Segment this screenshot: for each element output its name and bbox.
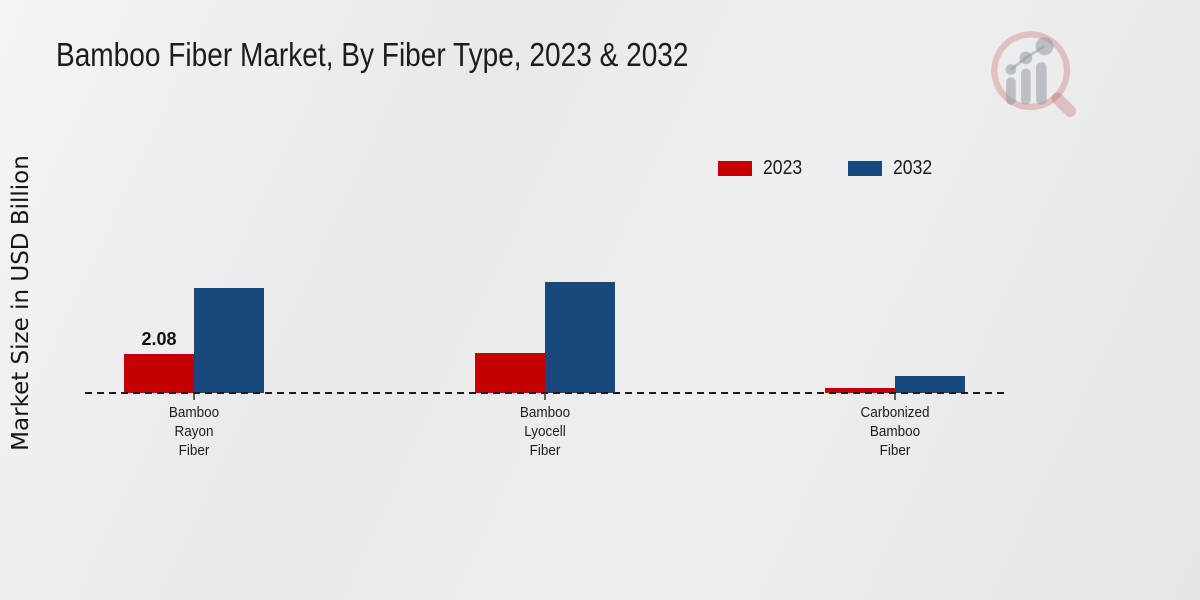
footer-accent-bar [0,587,1200,600]
legend-swatch-2032 [847,161,882,176]
legend-swatch-2023 [718,161,752,176]
legend-item-2023: 2023 [718,157,808,180]
bar-value-label: 2.08 [141,329,177,349]
bar-2023-bamboo-rayon-fiber [124,354,194,393]
legend-item-2032: 2032 [847,157,938,180]
chart-title: Bamboo Fiber Market, By Fiber Type, 2023… [56,36,800,74]
bar-2032-carbonized-bamboo-fiber [895,376,965,393]
magnifier-bar-chart-logo [991,31,1076,118]
legend-label-2032: 2032 [892,157,932,179]
bar-2023-carbonized-bamboo-fiber [825,388,895,393]
bar-2032-bamboo-rayon-fiber [194,288,264,393]
bar-2032-bamboo-lyocell-fiber [545,282,615,393]
chart-title-text: Bamboo Fiber Market, By Fiber Type, 2023… [56,36,689,73]
x-axis-label-bamboo-rayon-fiber: Bamboo Rayon Fiber [168,404,220,459]
bar-2023-bamboo-lyocell-fiber [475,353,545,393]
legend-label-2023: 2023 [763,157,803,179]
legend: 2023 2032 [718,157,937,180]
x-axis-label-carbonized-bamboo-fiber: Carbonized Bamboo Fiber [860,404,930,459]
x-axis-label-bamboo-lyocell-fiber: Bamboo Lyocell Fiber [519,404,571,459]
